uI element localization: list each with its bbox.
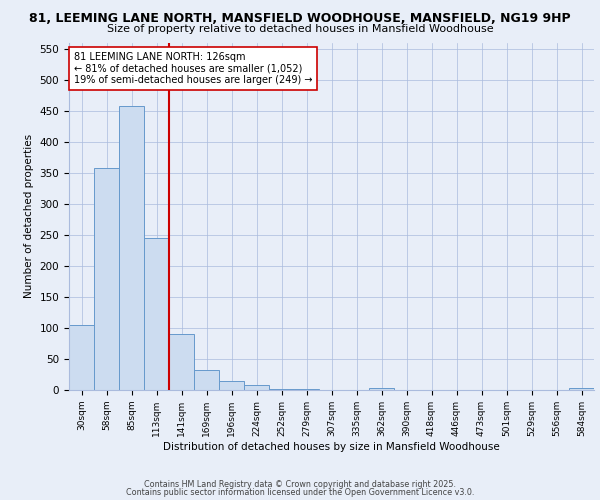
Bar — [369, 388, 394, 390]
Bar — [219, 382, 244, 390]
X-axis label: Distribution of detached houses by size in Mansfield Woodhouse: Distribution of detached houses by size … — [163, 442, 500, 452]
Bar — [94, 168, 119, 390]
Bar — [269, 389, 294, 390]
Text: 81, LEEMING LANE NORTH, MANSFIELD WOODHOUSE, MANSFIELD, NG19 9HP: 81, LEEMING LANE NORTH, MANSFIELD WOODHO… — [29, 12, 571, 26]
Bar — [69, 326, 94, 390]
Text: Contains public sector information licensed under the Open Government Licence v3: Contains public sector information licen… — [126, 488, 474, 497]
Bar — [194, 370, 219, 390]
Bar — [169, 334, 194, 390]
Bar — [569, 388, 594, 390]
Text: 81 LEEMING LANE NORTH: 126sqm
← 81% of detached houses are smaller (1,052)
19% o: 81 LEEMING LANE NORTH: 126sqm ← 81% of d… — [74, 52, 313, 85]
Text: Contains HM Land Registry data © Crown copyright and database right 2025.: Contains HM Land Registry data © Crown c… — [144, 480, 456, 489]
Y-axis label: Number of detached properties: Number of detached properties — [24, 134, 34, 298]
Bar — [119, 106, 144, 390]
Bar — [244, 385, 269, 390]
Bar — [144, 238, 169, 390]
Text: Size of property relative to detached houses in Mansfield Woodhouse: Size of property relative to detached ho… — [107, 24, 493, 34]
